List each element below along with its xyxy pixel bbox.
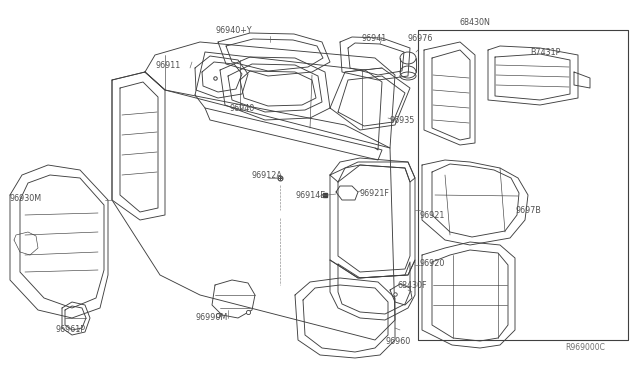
Text: 9697B: 9697B: [515, 205, 541, 215]
Text: 96940: 96940: [230, 103, 255, 112]
Text: 96990M: 96990M: [196, 314, 228, 323]
Text: 96912A: 96912A: [252, 170, 283, 180]
Text: 68430N: 68430N: [460, 17, 491, 26]
Text: 96930M: 96930M: [10, 193, 42, 202]
Text: 96935: 96935: [390, 115, 415, 125]
Text: 96920: 96920: [420, 260, 445, 269]
Text: 96961P: 96961P: [55, 326, 85, 334]
Text: R969000C: R969000C: [565, 343, 605, 353]
Text: 96921F: 96921F: [360, 189, 390, 198]
Text: 96941: 96941: [362, 33, 387, 42]
Text: 96921: 96921: [420, 211, 445, 219]
Text: 96940+Y: 96940+Y: [215, 26, 252, 35]
Text: 96960: 96960: [385, 337, 410, 346]
Text: 96976: 96976: [408, 33, 433, 42]
Text: B7431P: B7431P: [530, 48, 561, 57]
Text: 68430F: 68430F: [398, 280, 428, 289]
Text: 96914E: 96914E: [295, 190, 325, 199]
Text: 96911: 96911: [156, 61, 181, 70]
